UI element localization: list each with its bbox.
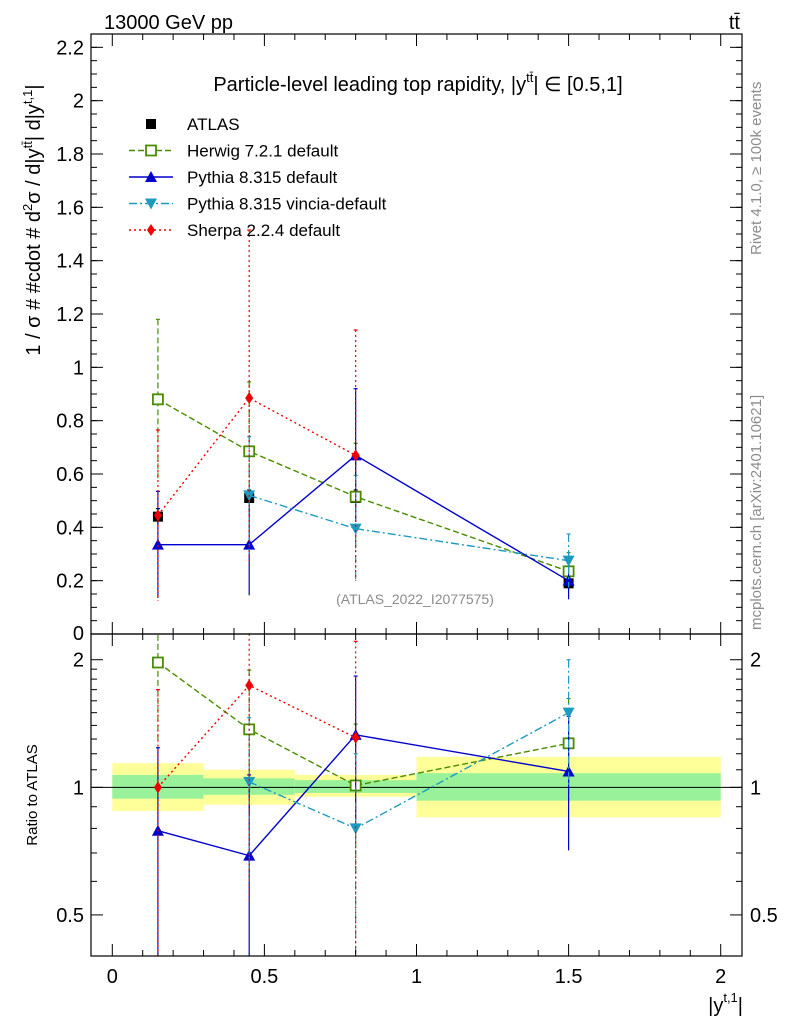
y-tick-label: 0.5 [56, 905, 84, 927]
data-point [351, 731, 360, 744]
legend-label: Pythia 8.315 default [187, 168, 338, 187]
legend-item-pythia-8-315-default: Pythia 8.315 default [129, 168, 338, 187]
series-line [157, 454, 569, 582]
analysis-watermark: (ATLAS_2022_I2077575) [336, 591, 494, 607]
data-point [153, 509, 162, 522]
series-line [248, 494, 569, 562]
data-point [245, 679, 254, 692]
legend: ATLAS Herwig 7.2.1 default Pythia 8.315 de… [129, 115, 387, 240]
legend-item-herwig-7-2-1-default: Herwig 7.2.1 default [129, 142, 338, 161]
series-line [157, 734, 569, 857]
xlabel-part-1: t,1 [723, 990, 737, 1005]
plot-area [91, 634, 742, 956]
xlabel-part-0: |y [708, 995, 723, 1017]
y-tick-label: 0.6 [56, 464, 84, 486]
rivet-version-label: Rivet 4.1.0, ≥ 100k events [748, 82, 765, 255]
ratio-panel: 0.5 0.5 1 1 2 2 0 0.5 1 1.5 2 Ratio to ATLAS |yt,1… [24, 633, 778, 1017]
x-tick-label: 2 [715, 966, 726, 988]
y-tick-label: 1 [73, 777, 84, 799]
legend-item-pythia-8-315-vincia-default: Pythia 8.315 vincia-default [129, 195, 387, 214]
x-tick-label: 0 [107, 966, 118, 988]
series-sherpa-2-2-4-default [153, 229, 360, 601]
y-tick-label: 1.4 [56, 251, 84, 273]
y-tick-label: 1.8 [56, 144, 84, 166]
y-axis: 0.2 0.4 0.6 0.8 1 1.2 1.4 1.6 1.8 2 2.2 0 [56, 37, 742, 645]
data-point [349, 823, 362, 835]
legend-label: ATLAS [187, 115, 240, 134]
ylabel-part-0: 1 / σ # #cdot # d [23, 211, 45, 356]
y-tick-label: 1 [73, 357, 84, 379]
energy-label: 13000 GeV pp [104, 12, 233, 34]
chart-title-main: Particle-level leading top rapidity, |y [213, 74, 526, 96]
y-tick-label: 0.4 [56, 517, 84, 539]
chart-title-tail: | ∈ [0.5,1] [533, 74, 622, 96]
y-tick-label: 2 [73, 650, 84, 672]
x-axis-label: |yt,1| [708, 990, 743, 1017]
y-tick-label-right: 0.5 [750, 905, 778, 927]
data-point [152, 393, 164, 406]
legend-marker [145, 198, 157, 210]
data-point [349, 523, 362, 535]
series-line [157, 661, 569, 787]
ylabel-part-3: tt̄ [20, 141, 35, 149]
legend-label: Pythia 8.315 vincia-default [187, 195, 387, 214]
data-point [245, 392, 254, 404]
ratio-y-axis-label: Ratio to ATLAS [24, 744, 41, 845]
chart-title-sup: tt̄ [526, 70, 534, 85]
legend-label: Herwig 7.2.1 default [187, 142, 338, 161]
data-point [152, 656, 164, 669]
main-y-axis-label: 1 / σ # #cdot # d2σ / d|ytt̄| d|yt,1| [20, 84, 45, 355]
process-label: tt̄ [729, 12, 741, 34]
data-point [562, 765, 575, 777]
y-tick-label: 1.2 [56, 304, 84, 326]
y-tick-label: 0.8 [56, 411, 84, 433]
y-tick-label-right: 1 [750, 777, 761, 799]
x-tick-label: 0.5 [250, 966, 278, 988]
ylabel-part-6: | [23, 84, 45, 89]
data-point [243, 776, 256, 788]
legend-marker [147, 224, 155, 236]
data-point [351, 449, 360, 462]
legend-marker [145, 171, 157, 182]
ylabel-part-2: σ / d|y [23, 148, 45, 203]
y-tick-label: 0 [73, 623, 84, 645]
mcplots-label: mcplots.cern.ch [arXiv:2401.10621] [748, 395, 765, 630]
main-panel: 0.2 0.4 0.6 0.8 1 1.2 1.4 1.6 1.8 2 2.2 0 Particle-… [20, 33, 743, 645]
data-point [151, 538, 164, 550]
x-axis: 0 0.5 1 1.5 2 [107, 634, 726, 988]
x-axis [111, 34, 722, 634]
data-point [153, 781, 162, 794]
data-point [562, 574, 575, 586]
xlabel-part-2: | [738, 995, 743, 1017]
y-axis: 0.5 0.5 1 1 2 2 [56, 650, 778, 927]
chart-title: Particle-level leading top rapidity, |yt… [213, 70, 622, 96]
data-point [562, 555, 575, 567]
x-tick-label: 1.5 [555, 966, 583, 988]
legend-marker [145, 144, 157, 157]
x-tick-label: 1 [411, 966, 422, 988]
data-point [562, 707, 575, 719]
series-line [157, 398, 569, 572]
ylabel-part-1: 2 [20, 204, 35, 211]
legend-marker [146, 119, 156, 129]
legend-item-atlas: ATLAS [146, 115, 240, 134]
legend-item-sherpa-2-2-4-default: Sherpa 2.2.4 default [129, 221, 340, 240]
y-tick-label-right: 2 [750, 650, 761, 672]
y-tick-label: 2.2 [56, 37, 84, 59]
plot-area [151, 229, 575, 601]
y-tick-label: 0.2 [56, 571, 84, 593]
ylabel-part-5: t,1 [20, 90, 35, 104]
y-tick-label: 2 [73, 91, 84, 113]
y-tick-label: 1.6 [56, 197, 84, 219]
ylabel-part-4: | d|y [23, 104, 45, 141]
legend-label: Sherpa 2.2.4 default [187, 221, 340, 240]
